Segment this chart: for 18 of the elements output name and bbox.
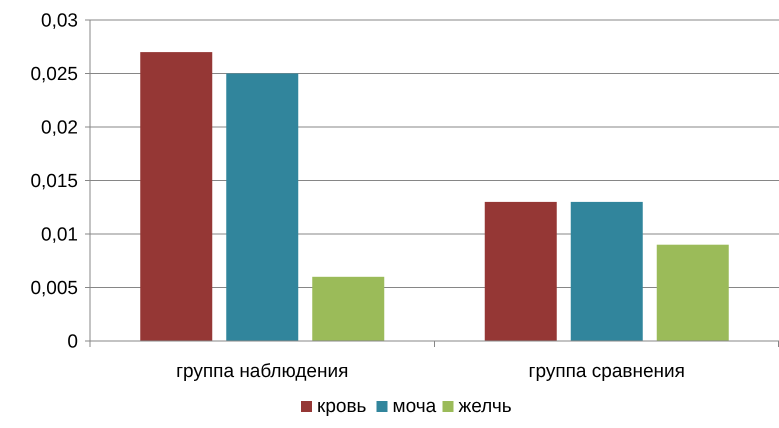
bar xyxy=(570,202,643,341)
bar xyxy=(656,244,729,341)
x-tick-label: группа наблюдения xyxy=(176,361,348,382)
legend-label: моча xyxy=(392,396,437,417)
x-tick-label: группа сравнения xyxy=(528,361,685,382)
legend-label: желчь xyxy=(458,396,512,417)
bar xyxy=(226,74,298,341)
bar xyxy=(140,52,212,341)
bar xyxy=(484,202,557,341)
y-tick-label: 0,03 xyxy=(41,10,78,32)
legend-label: кровь xyxy=(317,396,367,417)
bar xyxy=(312,276,384,341)
y-tick-label: 0 xyxy=(67,332,78,353)
y-tick-label: 0,005 xyxy=(30,278,78,300)
y-tick-label: 0,015 xyxy=(30,171,78,192)
y-tick-label: 0,025 xyxy=(30,64,78,86)
y-tick-label: 0,01 xyxy=(41,224,78,246)
y-tick-label: 0,02 xyxy=(41,118,78,139)
